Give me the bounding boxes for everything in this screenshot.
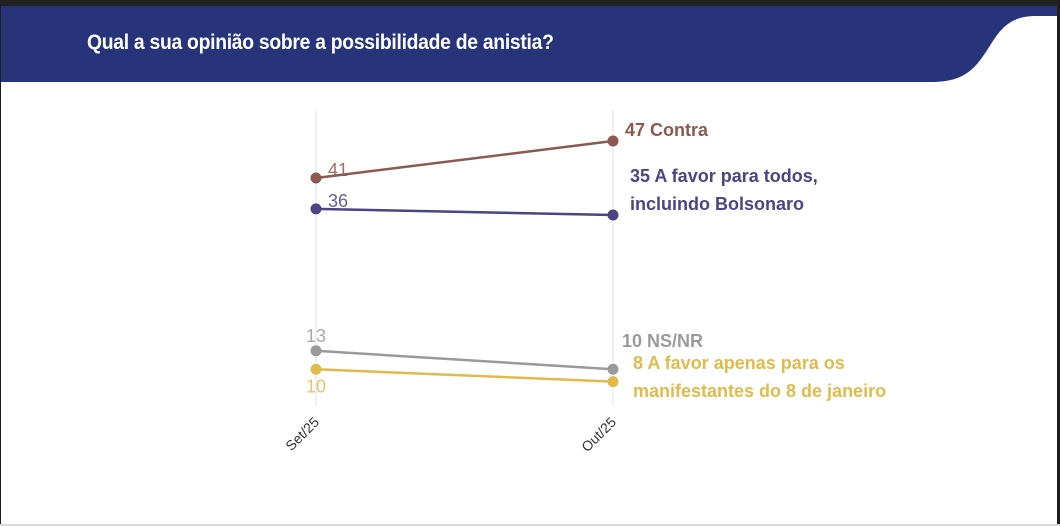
series-line-contra [314,139,615,180]
data-point-a-favor-para-todos-incluindo-bolsonaro [310,203,322,215]
data-point-ns-nr [607,363,619,375]
start-value-label: 41 [328,160,348,180]
start-value-label: 10 [306,376,326,396]
data-point-contra [607,135,619,147]
labels-layer: 41 47 Contra 36 35 A favor para todos, inclu… [306,120,886,401]
x-axis: Set/25 Out/25 [282,414,619,455]
start-value-label: 13 [306,326,326,346]
page-title: Qual a sua opinião sobre a possibilidade… [87,31,554,54]
end-series-label: 8 A favor apenas para os [633,353,845,373]
window-top-strip [0,0,1060,6]
data-point-ns-nr [310,345,322,357]
end-series-label: 35 A favor para todos, [630,166,818,186]
window-left-border [0,0,1,526]
data-point-contra [310,172,322,184]
header-banner [1,6,1057,82]
end-series-label: 10 NS/NR [622,331,703,351]
start-value-label: 36 [328,191,348,211]
x-tick-label: Out/25 [578,414,619,455]
series-line-a-favor-para-todos-incluindo-bolsonaro [314,207,615,217]
data-point-a-favor-apenas-para-os-manifestantes-do-8-de-janeiro [607,376,619,388]
end-series-label: 47 Contra [625,120,709,140]
grid-layer [315,110,614,406]
data-point-a-favor-apenas-para-os-manifestantes-do-8-de-janeiro [310,363,322,375]
series-line-a-favor-apenas-para-os-manifestantes-do-8-de-janeiro [314,368,615,383]
data-point-a-favor-para-todos-incluindo-bolsonaro [607,209,619,221]
series-line-ns-nr [314,349,615,371]
lines-layer [310,135,619,388]
end-series-label: incluindo Bolsonaro [630,194,804,214]
header-banner-shape [1,6,1057,82]
window-bottom-line [0,524,1060,526]
x-tick-label: Set/25 [282,414,322,454]
window-right-border [1057,0,1060,526]
end-series-label: manifestantes do 8 de janeiro [633,381,886,401]
